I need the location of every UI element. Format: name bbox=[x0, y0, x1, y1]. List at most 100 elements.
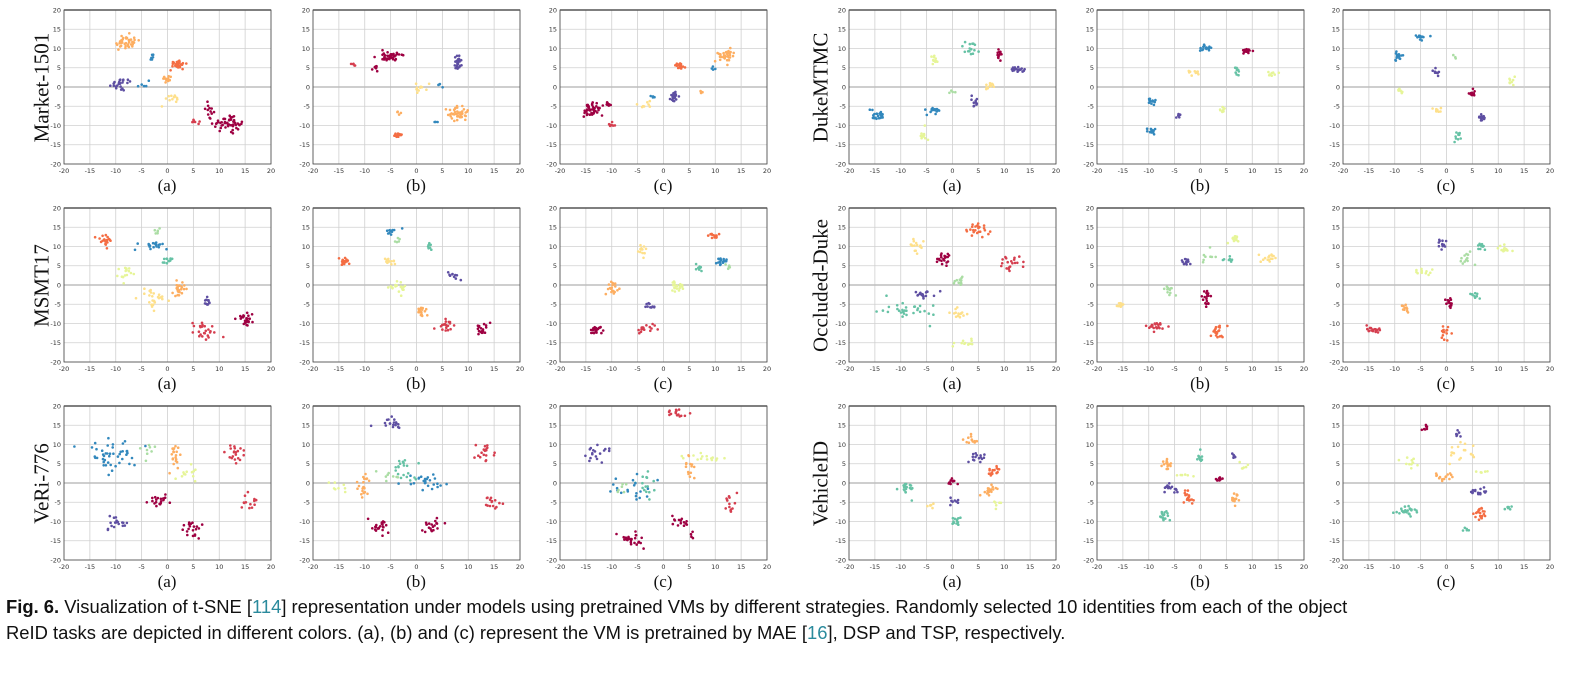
data-point bbox=[634, 494, 638, 498]
data-point bbox=[962, 314, 965, 317]
x-tick-label: 10 bbox=[1000, 167, 1008, 175]
data-point bbox=[1449, 297, 1452, 300]
citation-link[interactable]: 114 bbox=[252, 596, 282, 617]
data-point bbox=[488, 498, 492, 502]
x-tick-label: -20 bbox=[844, 563, 855, 571]
data-point bbox=[1169, 487, 1172, 490]
data-point bbox=[1455, 131, 1458, 134]
data-point bbox=[108, 514, 112, 518]
x-tick-label: 0 bbox=[414, 563, 418, 571]
data-point bbox=[583, 109, 586, 112]
data-point bbox=[374, 529, 378, 532]
data-point bbox=[1277, 71, 1281, 75]
data-point bbox=[677, 413, 680, 416]
data-point bbox=[1480, 245, 1483, 248]
data-point bbox=[419, 85, 423, 89]
x-tick-label: 10 bbox=[1000, 365, 1008, 373]
data-point bbox=[601, 329, 605, 332]
data-point bbox=[1395, 510, 1398, 514]
data-point bbox=[887, 305, 891, 309]
cluster bbox=[724, 491, 739, 513]
cluster bbox=[153, 227, 161, 235]
data-point bbox=[1145, 130, 1149, 133]
data-point bbox=[155, 498, 158, 501]
data-point bbox=[144, 444, 147, 448]
citation-link[interactable]: 16 bbox=[807, 622, 828, 643]
data-point bbox=[1021, 70, 1024, 73]
data-point bbox=[671, 96, 674, 99]
cluster bbox=[1397, 456, 1419, 470]
data-point bbox=[126, 43, 130, 46]
data-point bbox=[1023, 67, 1026, 71]
data-point bbox=[473, 456, 476, 459]
y-tick-label: 20 bbox=[302, 6, 310, 14]
y-tick-label: 5 bbox=[1336, 262, 1340, 270]
data-point bbox=[1482, 512, 1486, 516]
y-tick-label: 10 bbox=[53, 45, 61, 53]
data-point bbox=[1424, 272, 1428, 275]
data-point bbox=[1150, 325, 1154, 328]
data-point bbox=[641, 251, 644, 255]
data-point bbox=[155, 504, 158, 508]
data-point bbox=[1459, 435, 1462, 438]
data-point bbox=[204, 338, 208, 341]
data-point bbox=[705, 458, 709, 461]
data-point bbox=[195, 525, 199, 528]
data-point bbox=[1006, 260, 1009, 264]
data-point bbox=[492, 454, 496, 457]
data-point bbox=[935, 260, 939, 264]
data-point bbox=[988, 489, 992, 492]
cluster bbox=[684, 454, 696, 480]
x-tick-label: 15 bbox=[1026, 365, 1034, 373]
data-point bbox=[204, 329, 208, 333]
data-point bbox=[668, 409, 671, 413]
data-point bbox=[118, 452, 121, 456]
data-point bbox=[490, 499, 494, 503]
x-tick-label: 10 bbox=[711, 167, 719, 175]
data-point bbox=[616, 289, 619, 292]
x-tick-label: -20 bbox=[1338, 365, 1349, 373]
data-point bbox=[448, 273, 451, 277]
data-point bbox=[145, 501, 149, 504]
data-point bbox=[986, 489, 989, 493]
data-point bbox=[423, 530, 427, 534]
y-tick-label: -20 bbox=[1329, 358, 1340, 366]
data-point bbox=[172, 450, 175, 454]
y-tick-label: 10 bbox=[1332, 441, 1340, 449]
data-point bbox=[673, 281, 676, 284]
data-point bbox=[678, 415, 681, 418]
data-point bbox=[1506, 505, 1509, 509]
data-point bbox=[1440, 336, 1444, 340]
data-point bbox=[1466, 253, 1470, 256]
cluster bbox=[1241, 47, 1255, 55]
y-tick-label: -20 bbox=[835, 160, 846, 168]
y-tick-label: 10 bbox=[549, 45, 557, 53]
y-tick-label: -20 bbox=[546, 556, 557, 564]
x-tick-label: 10 bbox=[711, 365, 719, 373]
data-point bbox=[123, 440, 127, 443]
y-tick-label: 0 bbox=[306, 479, 310, 487]
cluster bbox=[1144, 322, 1170, 334]
data-point bbox=[1261, 258, 1265, 262]
data-point bbox=[1222, 108, 1225, 111]
y-tick-label: -20 bbox=[299, 358, 310, 366]
data-point bbox=[1144, 324, 1148, 328]
data-point bbox=[117, 48, 120, 51]
data-point bbox=[951, 516, 955, 520]
y-tick-label: -10 bbox=[546, 320, 557, 328]
data-point bbox=[174, 477, 177, 481]
x-tick-label: -20 bbox=[308, 365, 319, 373]
data-point bbox=[165, 257, 168, 261]
data-point bbox=[397, 482, 400, 485]
data-point bbox=[1400, 507, 1403, 511]
data-point bbox=[1267, 74, 1271, 77]
data-point bbox=[456, 110, 459, 113]
data-point bbox=[1439, 106, 1443, 110]
data-point bbox=[645, 490, 648, 494]
data-point bbox=[165, 78, 168, 82]
data-point bbox=[606, 103, 609, 107]
cluster bbox=[951, 337, 974, 348]
data-point bbox=[219, 126, 223, 130]
data-point bbox=[1463, 254, 1466, 257]
